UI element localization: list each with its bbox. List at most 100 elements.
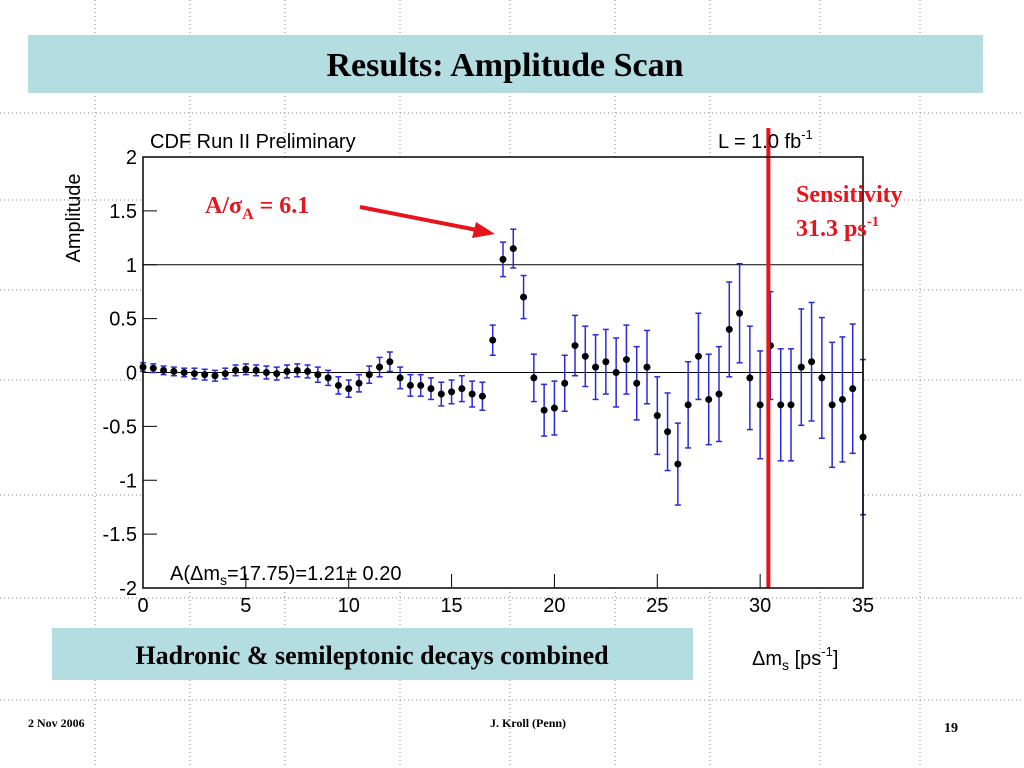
- y-tick-label: 1: [126, 255, 137, 277]
- plot-frame: [142, 156, 864, 589]
- data-point: [602, 358, 610, 366]
- data-point: [242, 365, 250, 373]
- sensitivity-line2: 31.3 ps-1: [796, 214, 879, 242]
- data-point: [633, 379, 641, 387]
- y-tick-label: 2: [126, 147, 137, 169]
- data-point: [746, 374, 754, 382]
- fit-pre: A(Δm: [170, 563, 220, 585]
- data-point: [581, 352, 589, 360]
- data-point: [417, 381, 425, 389]
- data-point: [653, 412, 661, 420]
- x-tick-label: 25: [646, 595, 668, 617]
- sig-post: = 6.1: [254, 193, 310, 219]
- data-point: [149, 364, 157, 372]
- data-point: [797, 363, 805, 371]
- data-point: [170, 367, 178, 375]
- data-point: [201, 371, 209, 379]
- data-point: [664, 428, 672, 436]
- sens-sup: -1: [867, 214, 880, 230]
- data-point: [437, 390, 445, 398]
- xl-sub: s: [782, 657, 789, 673]
- caption-box: [52, 628, 693, 680]
- data-point: [777, 401, 785, 409]
- data-point: [499, 255, 507, 263]
- fit-sub: s: [220, 572, 227, 588]
- page-number: 19: [944, 721, 958, 736]
- chart-title: CDF Run II Preliminary: [150, 131, 356, 153]
- sig-sub: A: [242, 206, 254, 223]
- data-point: [211, 372, 219, 380]
- data-point: [458, 385, 466, 393]
- data-point: [520, 293, 528, 301]
- y-tick-label: -1: [119, 470, 137, 492]
- sig-pre: A/σ: [205, 193, 242, 219]
- caption: Hadronic & semileptonic decays combined: [135, 641, 609, 670]
- y-tick-label: -2: [119, 578, 137, 600]
- data-point: [674, 460, 682, 468]
- data-point: [396, 374, 404, 382]
- significance-annotation: A/σA = 6.1: [205, 193, 309, 223]
- data-point: [304, 367, 312, 375]
- data-point: [828, 401, 836, 409]
- footer-author: J. Kroll (Penn): [490, 716, 566, 730]
- data-point: [592, 363, 600, 371]
- xl-pre: Δm: [752, 648, 782, 670]
- slide-title: Results: Amplitude Scan: [326, 47, 683, 84]
- data-point: [736, 309, 744, 317]
- y-tick-label: 1.5: [109, 201, 137, 223]
- data-point: [448, 388, 456, 396]
- x-tick-label: 5: [240, 595, 251, 617]
- data-point: [808, 358, 816, 366]
- title-bar: [28, 35, 983, 93]
- arrow-shaft: [359, 205, 483, 233]
- data-point: [293, 366, 301, 374]
- data-point: [160, 366, 168, 374]
- data-point: [705, 395, 713, 403]
- data-point: [365, 371, 373, 379]
- data-point: [756, 401, 764, 409]
- y-axis-label: Amplitude: [63, 174, 85, 263]
- data-point: [252, 366, 260, 374]
- data-point: [180, 369, 188, 376]
- data-point: [694, 352, 702, 360]
- data-point: [849, 385, 857, 393]
- data-point: [324, 374, 332, 382]
- fit-post: =17.75)=1.21± 0.20: [227, 563, 401, 585]
- data-point: [232, 366, 240, 374]
- xl-post: ]: [833, 648, 839, 670]
- data-point: [571, 342, 579, 350]
- data-point: [725, 325, 733, 333]
- sensitivity-line1: Sensitivity: [796, 182, 903, 208]
- data-point: [427, 385, 435, 393]
- data-point: [345, 385, 353, 393]
- data-point: [715, 390, 723, 398]
- xl-sup: -1: [821, 644, 833, 659]
- data-point: [273, 370, 281, 378]
- y-tick-label: -0.5: [103, 416, 137, 438]
- data-point: [489, 336, 497, 344]
- x-tick-label: 0: [137, 595, 148, 617]
- arrow-head: [472, 222, 495, 238]
- x-tick-label: 35: [852, 595, 874, 617]
- data-point: [684, 401, 692, 409]
- data-point: [468, 390, 476, 398]
- data-point: [509, 245, 517, 253]
- data-point: [787, 401, 795, 409]
- data-point: [221, 370, 229, 378]
- data-point: [376, 363, 384, 371]
- data-point: [561, 379, 569, 387]
- data-point: [334, 381, 342, 389]
- fit-annotation: A(Δms=17.75)=1.21± 0.20: [170, 563, 401, 588]
- data-point: [622, 356, 630, 364]
- lum-text: L = 1.0 fb: [718, 131, 801, 153]
- data-point: [355, 379, 363, 387]
- y-tick-label: 0.5: [109, 309, 137, 331]
- data-point: [643, 363, 651, 371]
- data-point: [530, 374, 538, 382]
- data-point: [612, 369, 620, 376]
- y-tick-label: 0: [126, 363, 137, 385]
- y-tick-label: -1.5: [103, 524, 137, 546]
- sens-text: 31.3 ps: [796, 216, 867, 242]
- data-point: [478, 392, 486, 400]
